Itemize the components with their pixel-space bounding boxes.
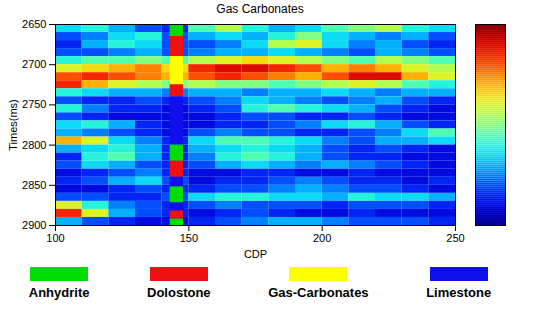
html-text:Gas Carbonates: Gas Carbonates: [216, 2, 304, 16]
html-text:Gas-Carbonates: Gas-Carbonates: [268, 285, 369, 300]
svg-text:2750: 2750: [22, 98, 46, 110]
svg-text:200: 200: [313, 232, 331, 244]
html-text:Limestone: Limestone: [426, 285, 492, 300]
svg-text:2700: 2700: [22, 58, 46, 70]
svg-text:2800: 2800: [22, 139, 46, 151]
svg-text:2850: 2850: [22, 179, 46, 191]
html-text:Dolostone: Dolostone: [147, 285, 211, 300]
svg-text:2900: 2900: [22, 219, 46, 231]
svg-text:150: 150: [180, 232, 198, 244]
svg-text:100: 100: [46, 232, 64, 244]
html-text:Anhydrite: Anhydrite: [28, 285, 90, 300]
svg-text:250: 250: [446, 232, 464, 244]
svg-text:CDP: CDP: [244, 248, 267, 260]
svg-text:Times(ms): Times(ms): [7, 99, 19, 151]
svg-text:2650: 2650: [22, 18, 46, 30]
